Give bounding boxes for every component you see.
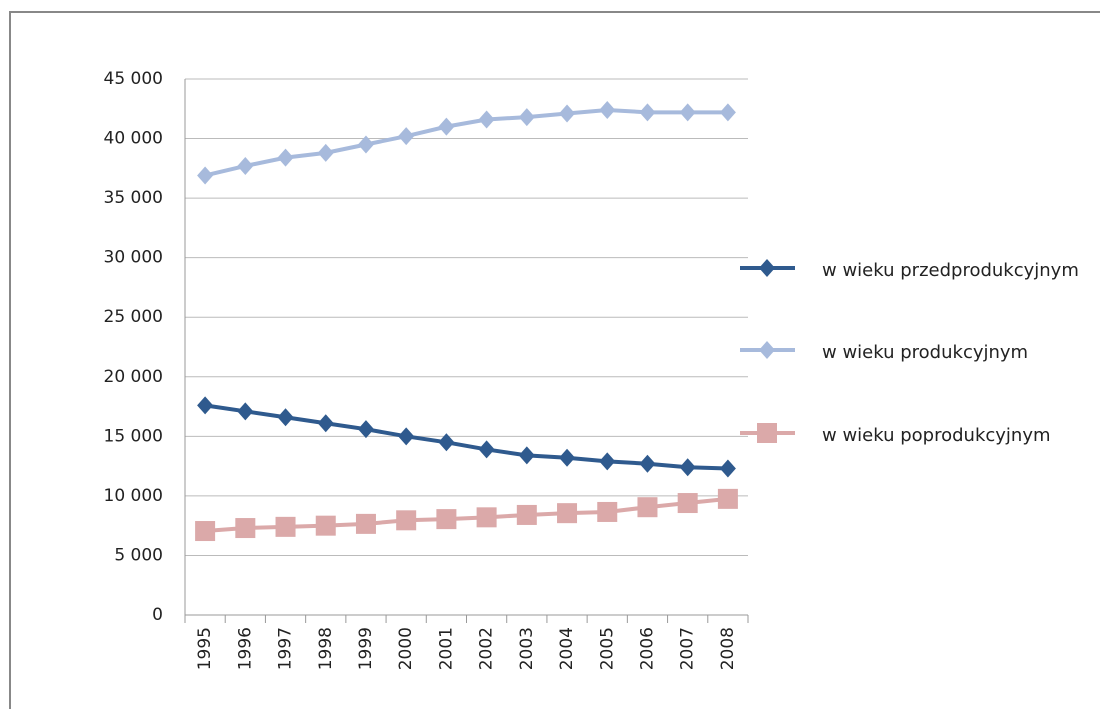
x-tick-label: 1995 [195,627,215,670]
point [197,166,214,185]
point [317,143,334,162]
series-line [204,107,728,178]
point [355,513,376,534]
point [599,452,616,471]
point [677,493,698,514]
x-tick-label: 2005 [597,627,617,670]
y-tick-label: 40 000 [104,129,163,149]
x-tick-label: 2002 [477,627,497,670]
point [559,104,576,123]
point [597,501,618,522]
x-tick-label: 2003 [517,627,537,670]
point [599,100,616,119]
y-tick-label: 35 000 [104,188,163,208]
point [398,127,415,146]
point [516,504,537,525]
legend-label: w wieku przedprodukcyjnym [822,260,1079,281]
point [637,497,658,518]
x-tick-label: 2004 [557,627,577,670]
point [559,448,576,467]
point [197,396,214,415]
point [315,515,336,536]
point [275,516,296,537]
point [235,518,256,539]
point [195,521,216,542]
point [357,135,374,154]
frame [9,11,1100,709]
point [277,408,294,427]
point [317,414,334,433]
point [518,108,535,127]
x-tick-label: 1996 [235,627,255,670]
legend-label: w wieku produkcyjnym [822,342,1029,363]
point [438,433,455,452]
point [759,259,775,277]
point [759,341,775,359]
point [719,459,736,478]
point [478,440,495,459]
y-tick-label: 20 000 [104,367,163,387]
point [639,454,656,473]
point [237,402,254,421]
point [478,110,495,129]
x-tick-label: 1999 [356,627,376,670]
point [639,103,656,122]
y-tick-label: 45 000 [104,69,163,89]
point [757,423,777,443]
point [719,103,736,122]
point [237,156,254,175]
y-tick-label: 5 000 [114,545,163,565]
point [396,510,417,531]
x-tick-label: 2006 [637,627,657,670]
point [717,488,738,509]
legend-label: w wieku poprodukcyjnym [822,425,1051,446]
point [436,509,457,530]
point [357,420,374,439]
point [476,507,497,528]
point [679,103,696,122]
point [557,503,578,524]
x-tick-label: 2007 [678,627,698,670]
x-tick-label: 1998 [316,627,336,670]
y-tick-label: 30 000 [104,248,163,268]
point [438,117,455,136]
y-tick-label: 10 000 [104,486,163,506]
y-tick-label: 15 000 [104,426,163,446]
point [398,427,415,446]
y-tick-label: 25 000 [104,307,163,327]
x-tick-label: 2000 [396,627,416,670]
point [518,446,535,465]
y-tick-label: 0 [152,605,163,625]
x-tick-label: 2001 [436,627,456,670]
point [679,458,696,477]
point [277,148,294,167]
x-tick-label: 2008 [718,627,738,670]
x-tick-label: 1997 [276,627,296,670]
